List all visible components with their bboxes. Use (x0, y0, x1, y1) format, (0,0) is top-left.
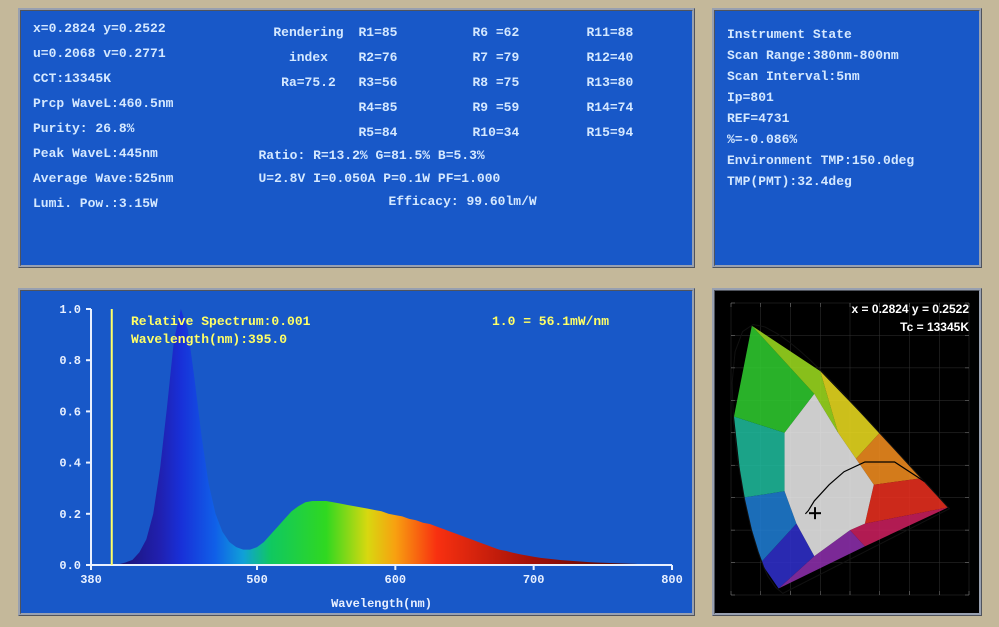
r6: R6 =62 (472, 25, 562, 40)
ip-value: Ip=801 (727, 90, 967, 105)
lumi-pow: Lumi. Pow.:3.15W (33, 196, 258, 211)
svg-text:800: 800 (661, 573, 683, 587)
svg-text:1.0 = 56.1mW/nm: 1.0 = 56.1mW/nm (492, 314, 609, 329)
prcp-wavel: Prcp WaveL:460.5nm (33, 96, 258, 111)
r8: R8 =75 (472, 75, 562, 90)
r13: R13=80 (586, 75, 676, 90)
r4: R4=85 (358, 100, 448, 115)
svg-text:380: 380 (80, 573, 102, 587)
scan-range: Scan Range:380nm-800nm (727, 48, 967, 63)
svg-text:Wavelength(nm): Wavelength(nm) (331, 597, 432, 611)
ratio-line: Ratio: R=13.2% G=81.5% B=5.3% (258, 148, 680, 163)
svg-text:0.8: 0.8 (59, 354, 81, 368)
instr-title: Instrument State (727, 27, 967, 42)
instrument-state-panel: Instrument State Scan Range:380nm-800nm … (712, 8, 982, 268)
r14: R14=74 (586, 100, 676, 115)
svg-text:600: 600 (385, 573, 407, 587)
env-tmp: Environment TMP:150.0deg (727, 153, 967, 168)
power-line: U=2.8V I=0.050A P=0.1W PF=1.000 (258, 171, 680, 186)
r15: R15=94 (586, 125, 676, 140)
cct-value: CCT:13345K (33, 71, 258, 86)
r7: R7 =79 (472, 50, 562, 65)
rendering-label-2: index (258, 50, 358, 65)
r2: R2=76 (358, 50, 448, 65)
r1: R1=85 (358, 25, 448, 40)
svg-text:0.0: 0.0 (59, 559, 81, 573)
spectrum-chart[interactable]: 0.0 0.2 0.4 0.6 0.8 1.0 380 500 600 700 800 Wavelen… (21, 291, 692, 613)
pct-value: %=-0.086% (727, 132, 967, 147)
peak-wavel: Peak WaveL:445nm (33, 146, 258, 161)
svg-text:Tc = 13345K: Tc = 13345K (900, 320, 969, 334)
cie-diagram-panel: x = 0.2824 y = 0.2522 Tc = 13345K (712, 288, 982, 616)
svg-text:1.0: 1.0 (59, 303, 81, 317)
scan-interval: Scan Interval:5nm (727, 69, 967, 84)
ra-value: Ra=75.2 (258, 75, 358, 90)
r11: R11=88 (586, 25, 676, 40)
avg-wave: Average Wave:525nm (33, 171, 258, 186)
efficacy-line: Efficacy: 99.60lm/W (388, 194, 680, 209)
svg-text:700: 700 (523, 573, 545, 587)
ref-value: REF=4731 (727, 111, 967, 126)
spectrum-chart-panel: 0.0 0.2 0.4 0.6 0.8 1.0 380 500 600 700 800 Wavelen… (18, 288, 695, 616)
svg-text:Wavelength(nm):395.0: Wavelength(nm):395.0 (131, 332, 287, 347)
purity-value: Purity: 26.8% (33, 121, 258, 136)
xy-coords: x=0.2824 y=0.2522 (33, 21, 258, 36)
pmt-tmp: TMP(PMT):32.4deg (727, 174, 967, 189)
uv-coords: u=0.2068 v=0.2771 (33, 46, 258, 61)
svg-text:Relative Spectrum:0.001: Relative Spectrum:0.001 (131, 314, 311, 329)
r10: R10=34 (472, 125, 562, 140)
r3: R3=56 (358, 75, 448, 90)
svg-text:0.4: 0.4 (59, 457, 81, 471)
main-data-panel: x=0.2824 y=0.2522 u=0.2068 v=0.2771 CCT:… (18, 8, 695, 268)
svg-text:0.6: 0.6 (59, 405, 81, 419)
r9: R9 =59 (472, 100, 562, 115)
svg-text:0.2: 0.2 (59, 508, 81, 522)
r12: R12=40 (586, 50, 676, 65)
svg-text:500: 500 (246, 573, 268, 587)
cie-diagram[interactable]: x = 0.2824 y = 0.2522 Tc = 13345K (715, 291, 979, 613)
r5: R5=84 (358, 125, 448, 140)
svg-text:x = 0.2824 y = 0.2522: x = 0.2824 y = 0.2522 (852, 302, 970, 316)
rendering-label-1: Rendering (258, 25, 358, 40)
